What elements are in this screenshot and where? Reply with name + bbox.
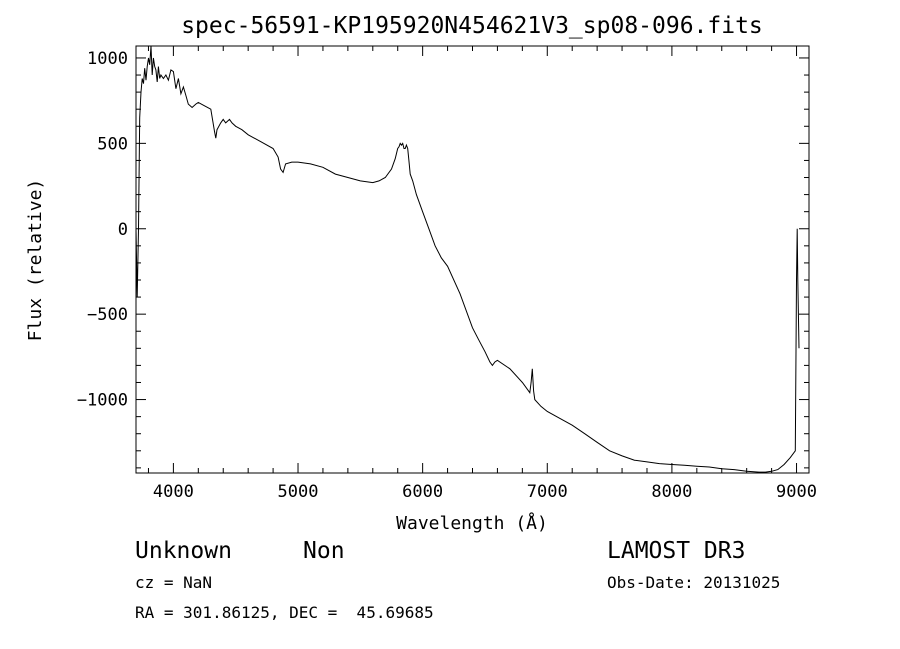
x-tick-label: 9000 <box>776 482 817 502</box>
y-tick-label: 1000 <box>87 49 128 69</box>
y-tick-labels: 1000 500 0 −500 −1000 <box>77 49 128 411</box>
subclass-label: Non <box>303 538 345 564</box>
y-tick-label: −1000 <box>77 391 128 411</box>
chart-title: spec-56591-KP195920N454621V3_sp08-096.fi… <box>181 13 763 39</box>
axis-ticks <box>136 46 809 473</box>
x-tick-label: 8000 <box>651 482 692 502</box>
y-tick-label: 0 <box>118 220 128 240</box>
y-axis-label: Flux (relative) <box>25 179 46 342</box>
x-tick-label: 5000 <box>278 482 319 502</box>
class-label: Unknown <box>135 538 232 564</box>
x-tick-label: 6000 <box>402 482 443 502</box>
obs-date-text: Obs-Date: 20131025 <box>607 573 781 592</box>
y-tick-label: 500 <box>97 134 128 154</box>
survey-label: LAMOST DR3 <box>607 538 746 564</box>
x-axis-label: Wavelength (Å) <box>396 512 548 534</box>
redshift-text: cz = NaN <box>135 573 213 592</box>
x-tick-label: 7000 <box>527 482 568 502</box>
spectrum-line <box>135 45 800 473</box>
coordinates-text: RA = 301.86125, DEC = 45.69685 <box>135 603 434 622</box>
x-tick-label: 4000 <box>153 482 194 502</box>
plot-frame <box>135 45 810 474</box>
x-tick-labels: 4000 5000 6000 7000 8000 9000 <box>153 482 817 502</box>
y-tick-label: −500 <box>87 305 128 325</box>
